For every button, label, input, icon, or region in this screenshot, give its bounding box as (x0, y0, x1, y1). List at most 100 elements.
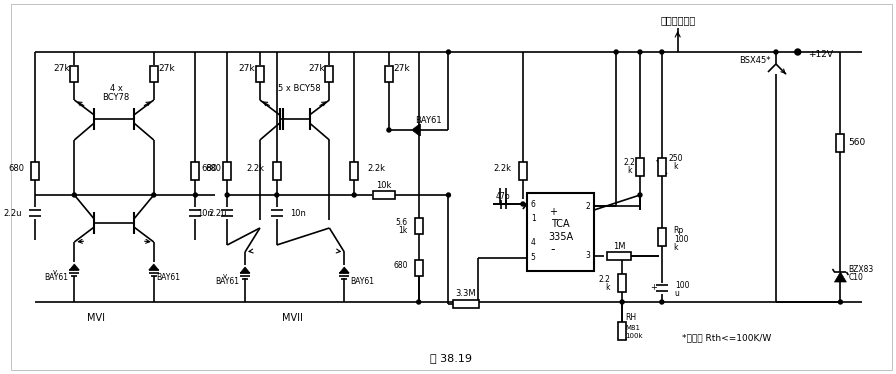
Circle shape (151, 193, 156, 197)
Text: 10k: 10k (376, 181, 392, 190)
Circle shape (659, 300, 664, 304)
Text: 335A: 335A (548, 232, 573, 242)
Text: C10: C10 (849, 273, 863, 282)
Circle shape (774, 50, 778, 54)
Text: 100: 100 (675, 280, 689, 289)
Circle shape (225, 193, 229, 197)
Text: k: k (674, 242, 678, 251)
Text: v: v (53, 269, 56, 275)
Text: 680: 680 (202, 163, 217, 172)
Text: 10n: 10n (289, 208, 306, 218)
Text: 至低频放大器: 至低频放大器 (660, 15, 695, 25)
Circle shape (275, 193, 279, 197)
Polygon shape (149, 264, 159, 270)
Text: RH: RH (625, 313, 636, 322)
Circle shape (839, 300, 842, 304)
Text: 5.6: 5.6 (396, 218, 408, 227)
Text: 图 38.19: 图 38.19 (430, 353, 472, 363)
Text: 2.2k: 2.2k (367, 163, 385, 172)
Circle shape (446, 193, 451, 197)
Bar (837, 134, 844, 152)
Bar (272, 162, 280, 180)
Circle shape (638, 50, 642, 54)
Text: BAY61: BAY61 (350, 278, 375, 286)
Text: 2.2: 2.2 (599, 276, 610, 285)
Circle shape (795, 49, 801, 55)
Text: 100: 100 (674, 234, 688, 243)
Text: 3.3M: 3.3M (455, 289, 476, 298)
Bar (150, 66, 158, 82)
Text: k: k (606, 283, 610, 292)
Text: k: k (674, 162, 678, 171)
Circle shape (417, 300, 421, 304)
Text: BZX83: BZX83 (849, 264, 874, 273)
Text: Rp: Rp (674, 226, 684, 234)
Text: 2.2k: 2.2k (247, 163, 265, 172)
Bar (607, 252, 631, 260)
Bar (415, 260, 423, 276)
Bar (415, 218, 423, 234)
Text: 2.2k: 2.2k (493, 163, 511, 172)
Polygon shape (340, 267, 349, 273)
Text: 4: 4 (530, 237, 536, 246)
Circle shape (521, 202, 525, 206)
Text: MVI: MVI (87, 313, 105, 323)
Text: u: u (675, 288, 679, 297)
Bar (658, 228, 666, 246)
Text: *散热器 Rth<=100K/W: *散热器 Rth<=100K/W (682, 334, 771, 343)
Text: 680: 680 (9, 163, 25, 172)
Text: M81: M81 (625, 325, 640, 331)
Circle shape (194, 193, 197, 197)
Bar (192, 162, 200, 180)
Text: +12V: +12V (807, 49, 832, 58)
Polygon shape (240, 267, 250, 273)
Text: 27k: 27k (393, 64, 410, 73)
Text: BCY78: BCY78 (102, 92, 130, 101)
Text: BAY61: BAY61 (215, 278, 239, 286)
Bar (453, 300, 479, 308)
Circle shape (73, 193, 76, 197)
Circle shape (620, 300, 625, 304)
Text: BAY61: BAY61 (45, 273, 68, 282)
Text: 10n: 10n (197, 208, 213, 218)
Bar (658, 158, 666, 176)
Bar (325, 66, 333, 82)
Text: 1M: 1M (613, 242, 625, 251)
Bar (30, 162, 39, 180)
Text: k: k (627, 166, 632, 175)
Text: 250: 250 (668, 153, 683, 162)
Text: 3: 3 (585, 251, 590, 261)
Text: 6: 6 (530, 199, 536, 208)
Text: BSX45*: BSX45* (739, 55, 771, 64)
Bar (519, 162, 527, 180)
Bar (256, 66, 264, 82)
Bar (223, 162, 231, 180)
Text: 2.2u: 2.2u (4, 208, 22, 218)
Text: TCA: TCA (551, 219, 570, 229)
Text: 560: 560 (849, 138, 866, 147)
Text: 1: 1 (530, 214, 536, 223)
Text: 680: 680 (205, 163, 221, 172)
Bar (373, 191, 395, 199)
Text: 47p: 47p (495, 191, 511, 200)
Bar (527, 193, 594, 271)
Text: v: v (223, 273, 228, 279)
Circle shape (659, 50, 664, 54)
Bar (618, 274, 626, 292)
Text: 5: 5 (530, 254, 536, 263)
Circle shape (387, 128, 391, 132)
Bar (385, 66, 392, 82)
Polygon shape (412, 124, 419, 136)
Text: 680: 680 (393, 261, 408, 270)
Bar (618, 322, 626, 340)
Bar (71, 66, 78, 82)
Polygon shape (834, 272, 847, 282)
Text: 4 x: 4 x (109, 83, 123, 92)
Bar (636, 158, 644, 176)
Text: 100k: 100k (625, 333, 642, 339)
Text: -: - (550, 243, 555, 257)
Bar (350, 162, 358, 180)
Text: 27k: 27k (159, 64, 175, 73)
Text: 27k: 27k (308, 64, 324, 73)
Text: MVII: MVII (282, 313, 303, 323)
